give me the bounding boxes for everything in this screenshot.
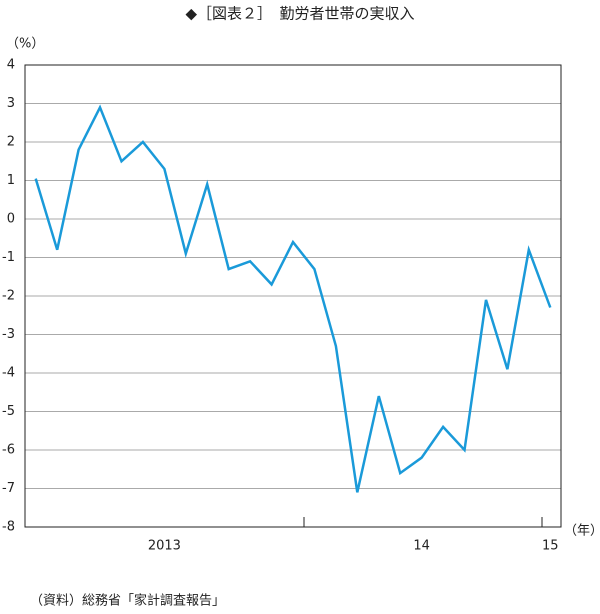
y-tick-label: -2 [2, 289, 15, 304]
plot-frame [24, 64, 562, 528]
plot-area [25, 64, 561, 528]
y-tick-label: -8 [2, 520, 15, 535]
y-tick-label: -6 [2, 443, 15, 458]
x-tick-label: 14 [413, 539, 430, 554]
y-tick-label: -4 [2, 366, 15, 381]
x-tick-label: 2013 [148, 539, 181, 554]
y-tick-label: 4 [7, 58, 15, 73]
y-tick-label: -5 [2, 404, 15, 419]
y-tick-label: 0 [7, 212, 15, 227]
source-note: （資料）総務省「家計調査報告」 [30, 593, 225, 609]
x-unit: （年） [564, 524, 600, 539]
y-tick-label: -3 [2, 327, 15, 342]
y-tick-label: 2 [7, 135, 15, 150]
data-line [34, 104, 552, 493]
y-unit: （%） [6, 37, 44, 52]
x-tick-label: 15 [542, 539, 559, 554]
y-tick-label: -1 [2, 250, 15, 265]
y-tick-label: 3 [7, 96, 15, 111]
chart-title: ◆［図表２］ 勤労者世帯の実収入 [185, 5, 414, 23]
y-tick-label: 1 [7, 173, 15, 188]
y-tick-label: -7 [2, 481, 15, 496]
